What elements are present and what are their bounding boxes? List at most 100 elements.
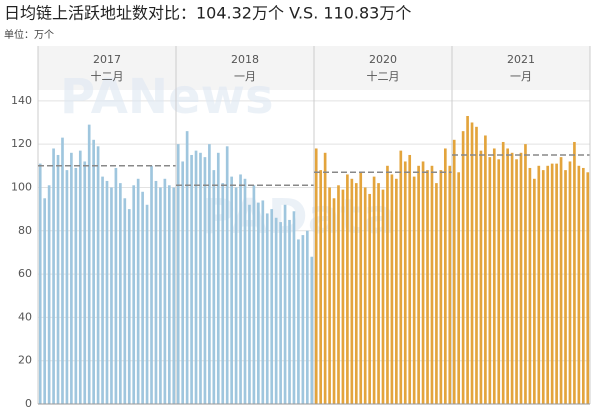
- bar: [581, 167, 585, 404]
- bar: [136, 178, 140, 404]
- chart-subtitle: 单位：万个: [4, 28, 54, 41]
- bar: [150, 165, 153, 404]
- bar: [564, 170, 567, 404]
- bar: [328, 187, 331, 404]
- panel-month: 一月: [510, 70, 532, 83]
- bar: [283, 204, 287, 404]
- bar: [234, 187, 238, 404]
- bar: [573, 141, 576, 404]
- bar: [257, 202, 260, 404]
- bar: [292, 211, 296, 404]
- bar: [65, 170, 69, 404]
- bar: [154, 180, 158, 404]
- y-tick-label: 0: [25, 397, 32, 410]
- bar: [52, 148, 55, 404]
- bar: [510, 152, 514, 404]
- bar: [395, 178, 398, 404]
- bar: [533, 178, 536, 404]
- bar: [577, 165, 581, 404]
- bar: [386, 165, 389, 404]
- panel-year: 2021: [507, 53, 535, 66]
- bar: [421, 161, 425, 404]
- bar: [248, 204, 251, 404]
- bar: [337, 185, 340, 404]
- bar: [377, 183, 380, 404]
- panel-month: 一月: [234, 70, 256, 83]
- bar: [439, 170, 443, 404]
- bar: [479, 150, 483, 404]
- bar: [426, 170, 429, 404]
- bar: [497, 159, 501, 404]
- panel-month: 十二月: [367, 69, 400, 83]
- bar: [430, 165, 434, 404]
- bar: [568, 161, 572, 404]
- bar: [443, 148, 447, 404]
- bar: [332, 198, 336, 404]
- bar: [381, 189, 385, 404]
- bar: [519, 152, 523, 404]
- y-tick-label: 20: [18, 354, 32, 367]
- bar: [461, 131, 465, 404]
- bar: [452, 139, 456, 405]
- bar: [323, 152, 327, 404]
- y-tick-label: 40: [18, 310, 32, 323]
- bar: [199, 152, 202, 404]
- bar: [359, 172, 363, 404]
- bar: [221, 183, 225, 404]
- bar: [555, 163, 558, 404]
- bar: [314, 148, 318, 404]
- bar: [363, 187, 367, 404]
- bar: [346, 174, 349, 404]
- bar: [185, 131, 189, 404]
- bar: [408, 154, 412, 404]
- bar: [417, 165, 420, 404]
- bar: [466, 115, 469, 404]
- bar: [70, 152, 73, 404]
- bar: [78, 150, 82, 404]
- bar: [301, 235, 305, 404]
- bar: [92, 139, 95, 405]
- bar: [403, 161, 407, 404]
- bar: [208, 144, 211, 404]
- bar: [297, 239, 300, 404]
- bar: [448, 165, 452, 404]
- bar: [225, 146, 229, 404]
- bar: [56, 154, 60, 404]
- bar: [541, 170, 545, 404]
- bar: [319, 170, 323, 404]
- watermark: PANews: [60, 69, 274, 125]
- bar: [105, 180, 109, 404]
- bar: [159, 187, 162, 404]
- bar: [586, 172, 590, 404]
- bar: [167, 185, 171, 404]
- bar: [61, 137, 64, 405]
- panel-year: 2020: [369, 53, 397, 66]
- bar: [127, 209, 131, 404]
- bar: [524, 144, 527, 404]
- bar: [546, 165, 550, 404]
- bar: [390, 174, 394, 404]
- bar: [559, 157, 563, 404]
- bar: [87, 124, 91, 404]
- bar: [399, 150, 403, 404]
- bar: [412, 176, 416, 404]
- bar: [310, 256, 314, 404]
- bar: [265, 213, 269, 404]
- bar: [435, 183, 438, 404]
- y-tick-label: 140: [11, 94, 32, 107]
- bar: [501, 141, 505, 404]
- bar: [252, 185, 256, 404]
- bar: [515, 159, 518, 404]
- bar: [288, 219, 291, 404]
- bar: [163, 178, 167, 404]
- y-tick-label: 100: [11, 180, 32, 193]
- bar: [74, 167, 78, 404]
- bar: [239, 174, 242, 404]
- bar: [279, 222, 282, 404]
- y-tick-label: 80: [18, 224, 32, 237]
- bar: [457, 172, 461, 404]
- bar: [506, 148, 509, 404]
- bar: [528, 167, 532, 404]
- bar: [550, 163, 554, 404]
